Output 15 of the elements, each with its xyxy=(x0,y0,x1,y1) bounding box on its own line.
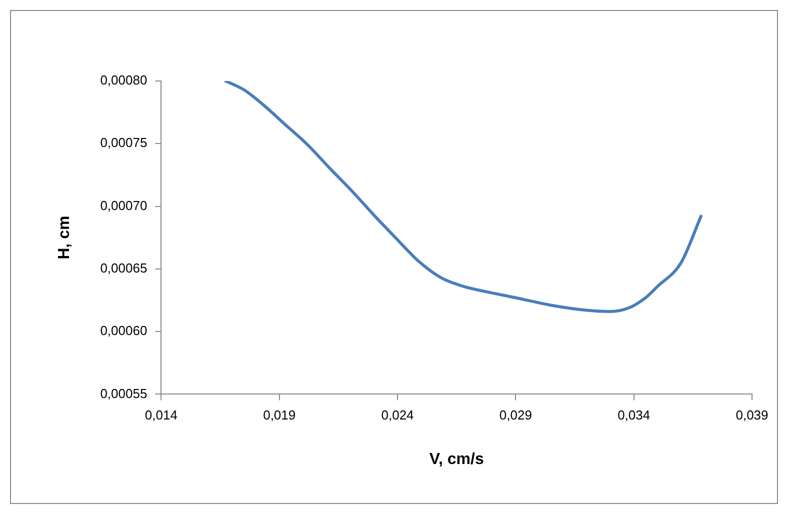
x-tick-label: 0,029 xyxy=(499,408,532,423)
y-axis-title: H, cm xyxy=(56,216,74,260)
x-tick-label: 0,034 xyxy=(618,408,650,423)
y-tick-label: 0,00065 xyxy=(100,260,148,276)
x-tick-label: 0,039 xyxy=(736,408,768,423)
y-tick-label: 0,00075 xyxy=(100,135,148,150)
x-tick-label: 0,024 xyxy=(381,408,414,423)
x-axis-title: V, cm/s xyxy=(429,450,484,468)
x-tick-label: 0,014 xyxy=(144,408,178,423)
line-series xyxy=(224,81,702,314)
y-tick-label: 0,00055 xyxy=(100,386,148,401)
y-tick-label: 0,00080 xyxy=(100,72,148,88)
y-tick-label: 0,00070 xyxy=(100,198,148,213)
y-tick-label: 0,00060 xyxy=(100,323,148,338)
x-tick-label: 0,019 xyxy=(263,408,296,423)
